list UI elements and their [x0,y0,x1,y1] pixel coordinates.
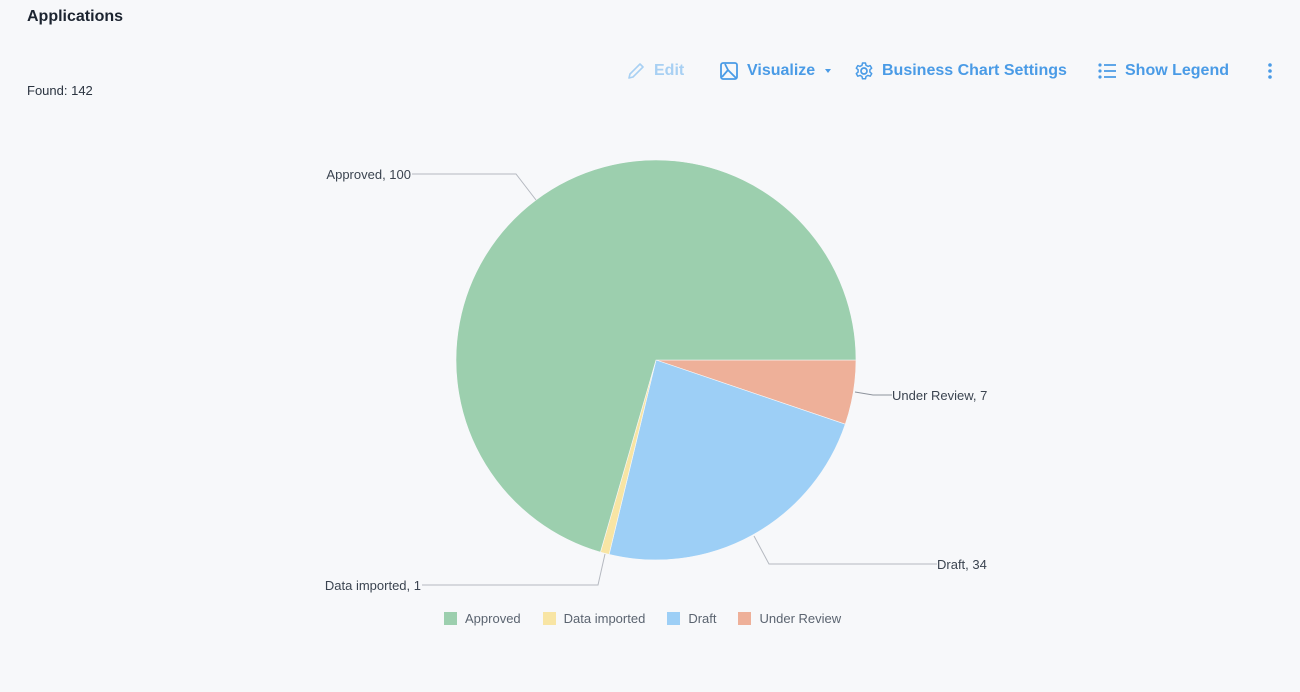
swatch-approved [444,612,457,625]
visualize-label: Visualize [747,62,816,79]
kebab-menu-icon [1268,63,1272,79]
slice-draft[interactable] [608,359,846,561]
chart-legend: Approved Data imported Draft Under Revie… [444,611,841,626]
list-icon [1098,63,1116,79]
legend-item-under-review[interactable]: Under Review [738,611,841,626]
swatch-draft [667,612,681,625]
visualize-button[interactable]: Visualize [719,58,833,84]
chart-icon [720,62,738,80]
leader-draft [753,535,937,565]
page-title: Applications [27,8,124,25]
toolbar: Edit Visualize Business Chart Settings S… [0,58,1300,84]
edit-button[interactable]: Edit [626,58,684,84]
legend-label: Data imported [563,611,646,626]
swatch-under-review [738,612,752,625]
legend-label: Draft [688,611,717,626]
label-under-review: Under Review, 7 [892,388,987,403]
label-approved: Approved, 100 [326,167,411,182]
leader-approved [412,173,537,201]
legend-label: Under Review [759,611,842,626]
legend-item-data-imported[interactable]: Data imported [542,611,646,626]
label-draft: Draft, 34 [937,557,987,572]
show-legend-button[interactable]: Show Legend [1097,58,1229,84]
edit-label: Edit [654,62,685,79]
swatch-data-imported [542,612,556,625]
more-options-button[interactable] [1262,58,1278,84]
result-count: Found: 142 [27,83,93,98]
legend-item-draft[interactable]: Draft [667,611,716,626]
pencil-icon [628,63,644,79]
legend-label: Approved [465,611,521,626]
caret-down-icon [825,69,832,73]
leader-data-imported [422,553,606,586]
show-legend-label: Show Legend [1125,62,1229,79]
leader-under-review [854,391,892,396]
legend-item-approved[interactable]: Approved [444,611,521,626]
gear-icon [855,62,873,80]
label-data-imported: Data imported, 1 [325,578,421,593]
chart-settings-label: Business Chart Settings [882,62,1067,79]
chart-settings-button[interactable]: Business Chart Settings [854,58,1067,84]
